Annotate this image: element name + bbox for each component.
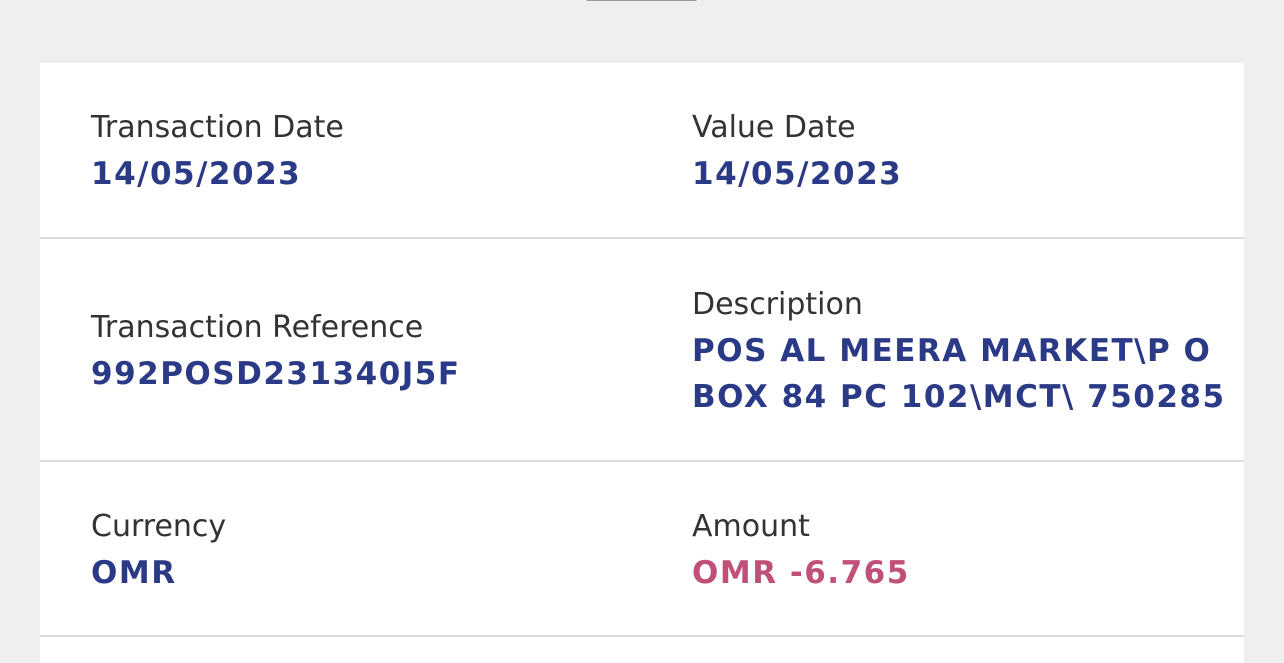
description-value-line1: POS AL MEERA MARKET\P O bbox=[692, 333, 1212, 369]
description-field: Description POS AL MEERA MARKET\P O BOX … bbox=[692, 282, 1284, 420]
drag-handle[interactable] bbox=[586, 0, 697, 1]
transaction-reference-label: Transaction Reference bbox=[91, 310, 424, 345]
amount-row: Currency OMR Amount OMR -6.765 bbox=[40, 462, 1244, 637]
description-value-line2: BOX 84 PC 102\MCT\ 750285 bbox=[692, 379, 1226, 415]
description-label: Description bbox=[692, 287, 863, 322]
transaction-date-value: 14/05/2023 bbox=[91, 156, 302, 192]
transaction-reference-value: 992POSD231340J5F bbox=[91, 356, 461, 392]
currency-field: Currency OMR bbox=[91, 504, 651, 596]
reference-row: Transaction Reference 992POSD231340J5F D… bbox=[40, 239, 1244, 462]
value-date-label: Value Date bbox=[692, 110, 856, 145]
value-date-value: 14/05/2023 bbox=[692, 156, 903, 192]
amount-label: Amount bbox=[692, 509, 810, 544]
amount-value: OMR -6.765 bbox=[692, 555, 910, 591]
transaction-date-label: Transaction Date bbox=[91, 110, 344, 145]
transaction-reference-field: Transaction Reference 992POSD231340J5F bbox=[91, 305, 651, 397]
transaction-details-card: Transaction Date 14/05/2023 Value Date 1… bbox=[40, 63, 1244, 663]
currency-value: OMR bbox=[91, 555, 177, 591]
transaction-date-field: Transaction Date 14/05/2023 bbox=[91, 105, 651, 197]
value-date-field: Value Date 14/05/2023 bbox=[692, 105, 1252, 197]
amount-field: Amount OMR -6.765 bbox=[692, 504, 1252, 596]
dates-row: Transaction Date 14/05/2023 Value Date 1… bbox=[40, 63, 1244, 239]
currency-label: Currency bbox=[91, 509, 227, 544]
